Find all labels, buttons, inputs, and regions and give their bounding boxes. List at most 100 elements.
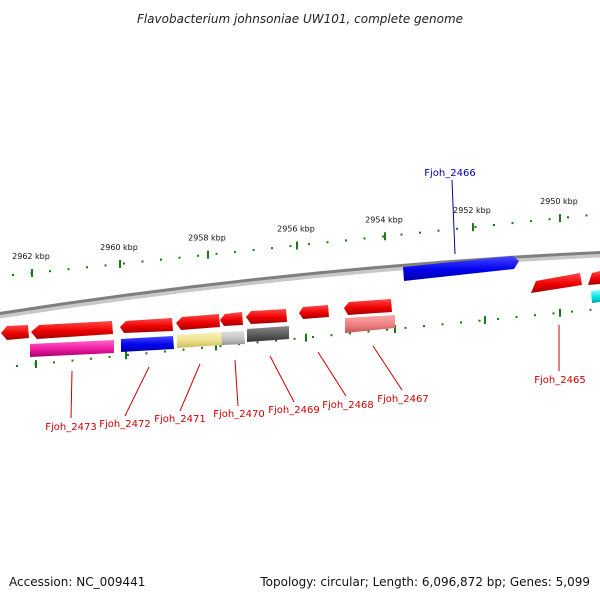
scale-tick-minor	[141, 260, 144, 263]
gene-fjoh-2472[interactable]	[120, 318, 173, 333]
scale-tick-minor	[437, 229, 440, 232]
scale-tick-minor	[12, 274, 14, 276]
label-leaders	[70, 179, 560, 419]
scale-tick-minor	[497, 317, 499, 320]
scale-tick-minor	[404, 326, 407, 329]
scale-tick-major	[119, 259, 121, 268]
scale-tick-minor	[363, 237, 366, 240]
scale-tick-minor	[589, 308, 592, 311]
gene-fjoh-2467-feature[interactable]	[345, 315, 395, 333]
gene-fjoh-2470[interactable]	[220, 312, 243, 326]
scale-tick-minor	[289, 245, 292, 248]
scale-tick-label: 2958 kbp	[188, 234, 226, 243]
accession-text: Accession: NC_009441	[9, 575, 145, 589]
scale-tick-minor	[456, 227, 458, 230]
scale-tick-major	[384, 232, 386, 241]
scale-tick-label: 2960 kbp	[100, 243, 138, 252]
gene-fjoh-2469[interactable]	[246, 309, 287, 324]
scale-tick-minor	[534, 314, 536, 317]
scale-tick-minor	[201, 346, 203, 349]
scale-tick-major	[559, 308, 561, 317]
scale-tick-label: 2962 kbp	[12, 252, 50, 261]
scale-tick-minor	[441, 323, 444, 326]
scale-tick-minor	[123, 262, 125, 265]
scale-track: 2962 kbp 2960 kbp 2958 kbp 2956 kbp 2954 kbp…	[12, 197, 592, 369]
gene-fjoh-2472-feature[interactable]	[121, 336, 174, 352]
scale-tick-minor	[585, 214, 588, 217]
topology-text: Topology: circular; Length: 6,096,872 bp…	[259, 575, 590, 589]
scale-tick-minor	[460, 321, 462, 324]
gene-fjoh-2464-partial[interactable]	[588, 271, 600, 285]
scale-tick-minor	[400, 233, 403, 236]
label-fjoh-2471[interactable]: Fjoh_2471	[154, 414, 205, 425]
label-fjoh-2473[interactable]: Fjoh_2473	[45, 422, 96, 433]
scale-tick-major	[484, 316, 486, 325]
gene-fjoh-2465[interactable]	[531, 273, 582, 293]
scale-tick-minor	[275, 339, 277, 342]
gene-fjoh-2470-feature[interactable]	[221, 331, 245, 345]
scale-tick-major	[394, 325, 396, 333]
scale-tick-minor	[234, 250, 236, 253]
scale-tick-minor	[108, 355, 111, 358]
label-fjoh-2470[interactable]: Fjoh_2470	[213, 409, 264, 420]
gene-fjoh-2473[interactable]	[31, 321, 113, 339]
scale-tick-minor	[127, 354, 129, 357]
scale-tick-minor	[293, 337, 296, 340]
gene-fjoh-2469-feature[interactable]	[247, 326, 289, 342]
gene-cyan-partial[interactable]	[591, 290, 600, 303]
label-fjoh-2468[interactable]: Fjoh_2468	[322, 400, 373, 411]
scale-tick-minor	[326, 241, 329, 244]
scale-tick-minor	[197, 254, 199, 257]
scale-tick-label: 2956 kbp	[277, 225, 315, 234]
gene-fjoh-2466[interactable]	[403, 256, 519, 281]
scale-tick-major	[207, 250, 209, 259]
scale-tick-minor	[474, 225, 477, 228]
scale-tick-label: 2954 kbp	[365, 215, 403, 224]
scale-tick-minor	[90, 357, 92, 360]
scale-tick-minor	[308, 243, 310, 246]
scale-tick-label: 2952 kbp	[453, 206, 491, 215]
gene-fjoh-2467[interactable]	[344, 299, 392, 315]
map-title: Flavobacterium johnsoniae UW101, complet…	[137, 12, 463, 26]
scale-tick-minor	[386, 328, 388, 331]
gene-fjoh-2471[interactable]	[176, 314, 220, 330]
label-fjoh-2465[interactable]: Fjoh_2465	[534, 375, 585, 386]
gene-fjoh-2474-partial[interactable]	[1, 325, 29, 340]
scale-tick-minor	[515, 316, 518, 318]
scale-tick-minor	[530, 220, 532, 223]
scale-tick-minor	[349, 332, 351, 335]
scale-tick-minor	[423, 325, 425, 328]
genome-backbone	[0, 250, 600, 315]
scale-tick-minor	[215, 252, 218, 255]
scale-tick-minor	[16, 365, 18, 367]
scale-tick-minor	[382, 235, 384, 238]
scale-tick-major	[296, 241, 298, 250]
scale-tick-minor	[419, 231, 421, 234]
scale-tick-minor	[86, 266, 88, 269]
gene-fjoh-2473-feature[interactable]	[30, 340, 114, 357]
label-fjoh-2466[interactable]: Fjoh_2466	[424, 168, 475, 179]
scale-tick-minor	[53, 361, 55, 364]
scale-tick-major	[472, 223, 474, 232]
scale-tick-minor	[345, 239, 347, 242]
scale-tick-minor	[104, 264, 107, 267]
scale-tick-minor	[511, 222, 514, 225]
scale-tick-minor	[67, 268, 70, 271]
scale-tick-minor	[493, 224, 495, 226]
scale-tick-minor	[548, 218, 551, 221]
label-fjoh-2467[interactable]: Fjoh_2467	[377, 394, 428, 405]
scale-tick-major	[31, 269, 33, 277]
scale-tick-minor	[330, 334, 333, 337]
scale-tick-minor	[145, 352, 148, 355]
scale-tick-major	[125, 351, 127, 360]
label-fjoh-2469[interactable]: Fjoh_2469	[268, 405, 319, 416]
gene-fjoh-2468[interactable]	[299, 305, 329, 319]
scale-tick-minor	[164, 350, 166, 353]
label-fjoh-2472[interactable]: Fjoh_2472	[99, 419, 150, 430]
scale-tick-major	[559, 214, 561, 223]
scale-tick-minor	[219, 345, 222, 348]
gene-fjoh-2471-feature[interactable]	[177, 332, 222, 348]
scale-tick-minor	[182, 348, 185, 351]
scale-tick-minor	[367, 330, 370, 333]
scale-tick-minor	[252, 249, 255, 251]
